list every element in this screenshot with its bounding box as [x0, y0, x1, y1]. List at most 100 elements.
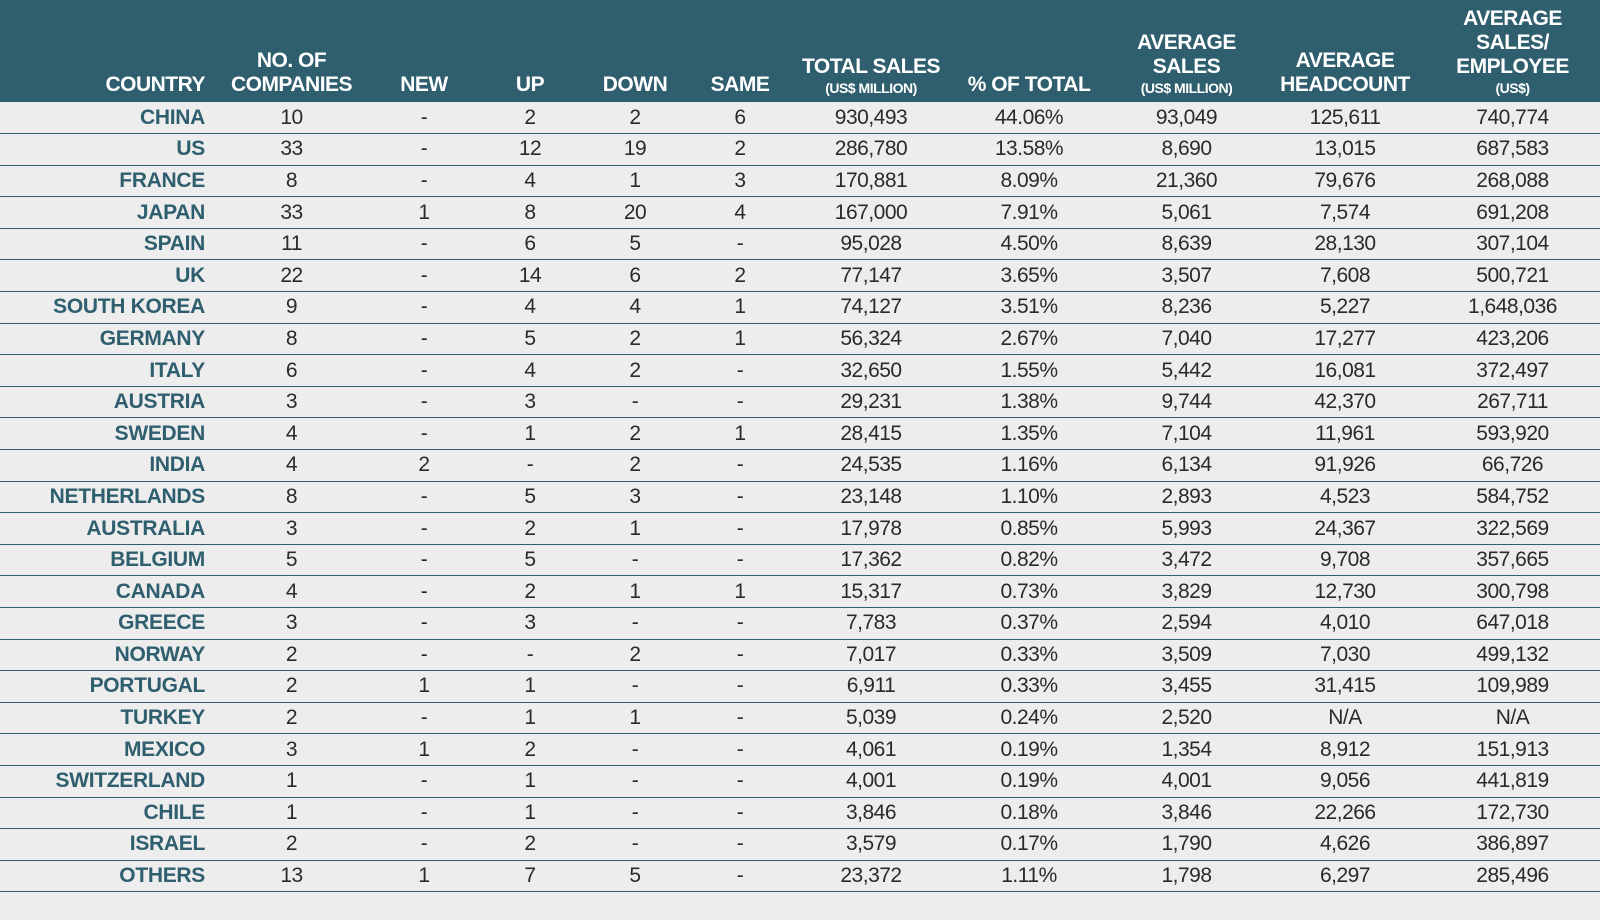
- cell-same: 2: [688, 259, 792, 293]
- cell-same: -: [688, 607, 792, 640]
- cell-total-sales: 3,846: [792, 797, 950, 830]
- cell-down: -: [582, 386, 688, 419]
- column-header-total-sales: TOTAL SALES (US$ MILLION): [792, 0, 950, 102]
- cell-total-sales: 77,147: [792, 259, 950, 293]
- cell-average-headcount: 7,030: [1265, 639, 1425, 672]
- cell-no-of-companies: 2: [213, 639, 370, 672]
- cell-average-sales: 1,798: [1108, 860, 1265, 893]
- cell-up: 5: [478, 481, 582, 514]
- cell-average-sales-per-employee: 691,208: [1425, 196, 1600, 229]
- cell-country: INDIA: [0, 449, 213, 482]
- cell-average-sales-per-employee: 285,496: [1425, 860, 1600, 893]
- cell-average-sales: 2,893: [1108, 481, 1265, 514]
- cell-up: 14: [478, 259, 582, 293]
- cell-average-sales-per-employee: 307,104: [1425, 228, 1600, 261]
- table-row: JAPAN 33 1 8 20 4 167,000 7.91% 5,061 7,574 691,20…: [0, 196, 1600, 229]
- cell-down: -: [582, 828, 688, 861]
- cell-same: 1: [688, 575, 792, 608]
- cell-no-of-companies: 10: [213, 102, 370, 135]
- cell-no-of-companies: 3: [213, 512, 370, 545]
- cell-average-sales-per-employee: N/A: [1425, 702, 1600, 735]
- cell-up: 2: [478, 512, 582, 545]
- cell-average-headcount: 8,912: [1265, 733, 1425, 766]
- cell-percent-of-total: 0.17%: [950, 828, 1108, 861]
- cell-new: -: [370, 165, 478, 198]
- cell-no-of-companies: 3: [213, 733, 370, 766]
- cell-percent-of-total: 0.37%: [950, 607, 1108, 640]
- cell-average-sales: 7,104: [1108, 417, 1265, 451]
- cell-country: JAPAN: [0, 196, 213, 229]
- cell-average-headcount: 17,277: [1265, 323, 1425, 356]
- cell-up: 2: [478, 102, 582, 135]
- cell-up: 2: [478, 733, 582, 766]
- column-header-down: DOWN: [582, 0, 688, 102]
- cell-up: 5: [478, 544, 582, 577]
- column-header-new: NEW: [370, 0, 478, 102]
- cell-down: 2: [582, 449, 688, 482]
- cell-percent-of-total: 0.85%: [950, 512, 1108, 545]
- cell-same: 1: [688, 291, 792, 324]
- table-row: SWITZERLAND 1-1- -4,001 0.19% 4,001 9,056 441,…: [0, 765, 1600, 798]
- table-row: AUSTRIA 3-3- -29,231 1.38% 9,744 42,370 267,71…: [0, 386, 1600, 419]
- cell-average-sales: 1,790: [1108, 828, 1265, 861]
- cell-average-sales: 3,846: [1108, 797, 1265, 830]
- cell-country: US: [0, 133, 213, 166]
- cell-up: 3: [478, 607, 582, 640]
- cell-up: 7: [478, 860, 582, 893]
- cell-total-sales: 7,783: [792, 607, 950, 640]
- cell-new: -: [370, 607, 478, 640]
- cell-same: -: [688, 797, 792, 830]
- column-header-label: AVERAGE SALES/ EMPLOYEE: [1456, 7, 1569, 78]
- cell-average-headcount: 28,130: [1265, 228, 1425, 261]
- column-header-up: UP: [478, 0, 582, 102]
- cell-new: -: [370, 323, 478, 356]
- column-header-unit: (US$ MILLION): [1140, 80, 1233, 96]
- cell-country: CANADA: [0, 575, 213, 608]
- cell-new: -: [370, 765, 478, 798]
- cell-new: -: [370, 386, 478, 419]
- cell-average-sales-per-employee: 109,989: [1425, 670, 1600, 703]
- cell-up: 2: [478, 828, 582, 861]
- cell-average-sales-per-employee: 687,583: [1425, 133, 1600, 166]
- cell-percent-of-total: 0.19%: [950, 733, 1108, 766]
- cell-same: -: [688, 733, 792, 766]
- table-row: OTHERS 13 1 7 5-23,372 1.11% 1,798 6,297 285,496: [0, 860, 1600, 893]
- cell-total-sales: 17,978: [792, 512, 950, 545]
- cell-no-of-companies: 13: [213, 860, 370, 893]
- cell-average-headcount: 11,961: [1265, 417, 1425, 451]
- cell-percent-of-total: 1.16%: [950, 449, 1108, 482]
- cell-average-sales-per-employee: 267,711: [1425, 386, 1600, 419]
- cell-average-headcount: 42,370: [1265, 386, 1425, 419]
- cell-total-sales: 7,017: [792, 639, 950, 672]
- cell-no-of-companies: 3: [213, 607, 370, 640]
- cell-average-headcount: 9,056: [1265, 765, 1425, 798]
- cell-no-of-companies: 2: [213, 828, 370, 861]
- cell-country: FRANCE: [0, 165, 213, 198]
- cell-new: -: [370, 544, 478, 577]
- table-row: SOUTH KOREA 9-4 4 1 74,127 3.51% 8,236 5,227 1,6…: [0, 291, 1600, 324]
- cell-average-sales-per-employee: 740,774: [1425, 102, 1600, 135]
- cell-new: -: [370, 828, 478, 861]
- cell-new: -: [370, 797, 478, 830]
- cell-average-sales-per-employee: 647,018: [1425, 607, 1600, 640]
- cell-new: -: [370, 133, 478, 166]
- cell-total-sales: 6,911: [792, 670, 950, 703]
- cell-total-sales: 28,415: [792, 417, 950, 451]
- cell-no-of-companies: 4: [213, 417, 370, 451]
- cell-average-sales: 3,507: [1108, 259, 1265, 293]
- cell-total-sales: 74,127: [792, 291, 950, 324]
- cell-up: 4: [478, 354, 582, 387]
- cell-down: -: [582, 670, 688, 703]
- cell-down: 2: [582, 354, 688, 387]
- cell-same: -: [688, 765, 792, 798]
- table-row: NORWAY 2- -2-7,017 0.33% 3,509 7,030 499,132: [0, 639, 1600, 672]
- cell-down: 5: [582, 228, 688, 261]
- cell-no-of-companies: 33: [213, 133, 370, 166]
- cell-total-sales: 930,493: [792, 102, 950, 135]
- cell-percent-of-total: 1.38%: [950, 386, 1108, 419]
- cell-country: GREECE: [0, 607, 213, 640]
- cell-percent-of-total: 3.65%: [950, 259, 1108, 293]
- cell-new: -: [370, 291, 478, 324]
- cell-average-headcount: 16,081: [1265, 354, 1425, 387]
- cell-average-sales-per-employee: 386,897: [1425, 828, 1600, 861]
